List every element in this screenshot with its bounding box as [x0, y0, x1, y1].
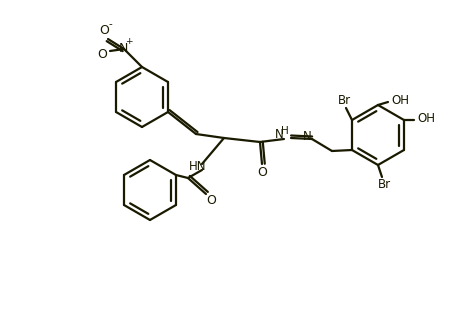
Text: O: O: [257, 167, 267, 179]
Text: N: N: [275, 128, 284, 140]
Text: Br: Br: [337, 95, 351, 108]
Text: OH: OH: [391, 94, 409, 106]
Text: HN: HN: [189, 160, 207, 173]
Text: H: H: [281, 126, 289, 136]
Text: +: +: [125, 37, 133, 46]
Text: Br: Br: [378, 178, 390, 192]
Text: N: N: [303, 129, 311, 143]
Text: N: N: [118, 41, 128, 55]
Text: OH: OH: [417, 113, 435, 125]
Text: -: -: [108, 19, 112, 29]
Text: O: O: [206, 194, 216, 207]
Text: O: O: [97, 47, 107, 61]
Text: O: O: [99, 25, 109, 37]
